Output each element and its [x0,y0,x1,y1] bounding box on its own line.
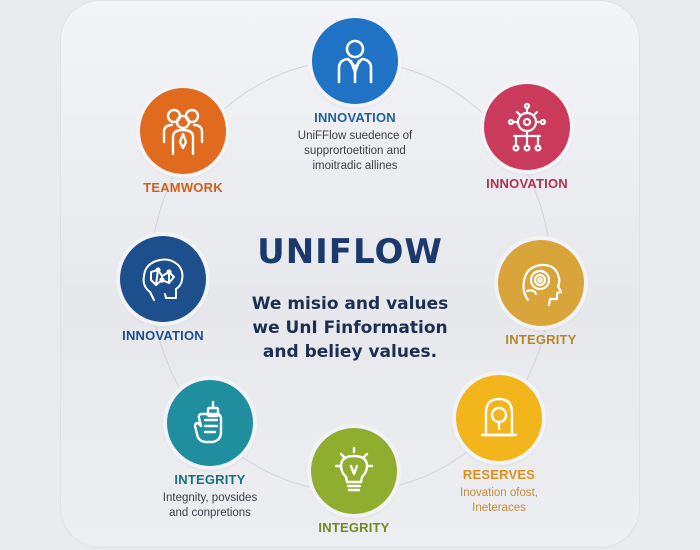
node-top-right-label: INNOVATION [486,176,568,191]
node-bottom-left-circle [167,380,253,466]
node-bottom-label: INTEGRITY [318,520,390,535]
node-left-label: INNOVATION [122,328,204,343]
node-bottom-right-desc: Inovation ofost, Ineteraces [424,486,574,516]
node-bottom-right-label: RESERVES [462,467,536,482]
desc-line: imoitradic allines [312,160,398,172]
node-top: INNOVATION UniFFlow suedence of supprort… [280,18,430,174]
node-top-label: INNOVATION [314,110,396,125]
lightbulb-icon [334,446,374,492]
head-gear-icon [522,263,563,307]
center-body-line: We misio and values [251,294,449,314]
node-top-circle [312,18,398,104]
node-bottom-left: INTEGRITY Integnity, povsides and conpre… [135,380,285,521]
node-top-right: INNOVATION [452,84,602,191]
node-bottom-right: RESERVES Inovation ofost, Ineteraces [424,375,574,516]
node-left: INNOVATION [88,236,238,343]
center-body: We misio and values we UnI Finformation … [215,292,485,364]
team-icon [162,108,204,156]
lock-icon [480,397,518,437]
node-bottom-right-circle [456,375,542,461]
desc-line: Inovation ofost, [460,487,538,499]
node-top-desc: UniFFlow suedence of supprortoetition an… [280,129,430,174]
node-right-circle [498,240,584,326]
brain-icon [142,258,184,301]
network-icon [507,102,547,152]
node-left-circle [120,236,206,322]
node-bottom: INTEGRITY [279,428,429,535]
person-icon [337,39,373,84]
node-top-right-circle [484,84,570,170]
node-bottom-left-label: INTEGRITY [174,472,246,487]
node-bottom-left-desc: Integnity, povsides and conpretions [135,491,285,521]
node-right-label: INTEGRITY [505,332,577,347]
center-title: UNIFLOW [257,232,443,272]
node-bottom-circle [311,428,397,514]
desc-line: Ineteraces [472,502,526,514]
desc-line: and conpretions [169,507,251,519]
node-right: INTEGRITY [466,240,616,347]
desc-line: supprortoetition and [304,145,406,157]
node-top-left-label: TEAMWORK [143,180,223,195]
node-top-left-circle [140,88,226,174]
hand-icon [193,400,223,444]
center-body-line: and beliey values. [262,342,438,362]
node-top-left: TEAMWORK [108,88,258,195]
center-body-line: we UnI Finformation [252,318,448,338]
desc-line: UniFFlow suedence of [297,130,413,142]
desc-line: Integnity, povsides [162,492,258,504]
